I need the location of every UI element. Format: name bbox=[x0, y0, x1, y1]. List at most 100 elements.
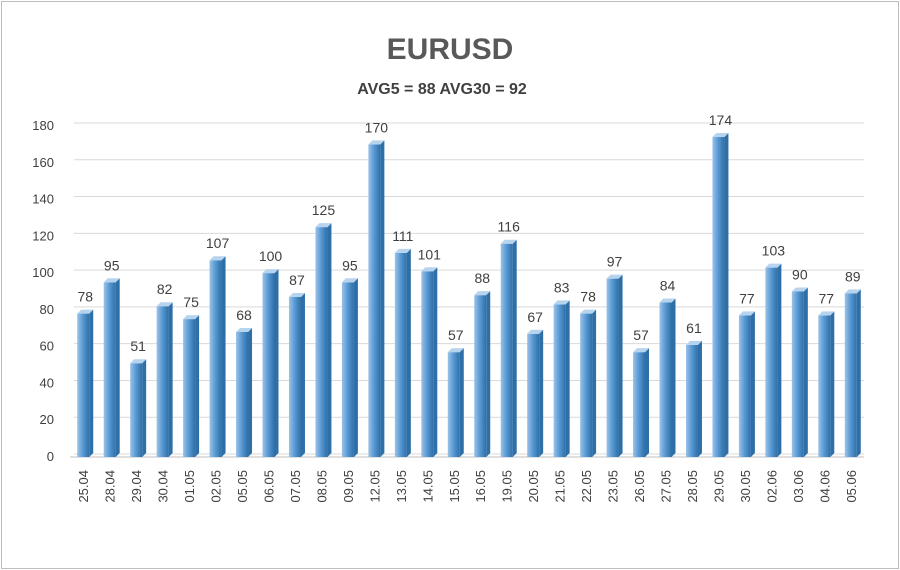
bar-top bbox=[527, 329, 544, 334]
bar-top bbox=[315, 223, 332, 228]
x-tick-label: 23.05 bbox=[606, 470, 621, 503]
x-tick-label: 07.05 bbox=[288, 470, 303, 503]
bar-side bbox=[645, 348, 650, 457]
bar-top bbox=[580, 309, 597, 314]
bars bbox=[77, 133, 861, 458]
y-tick-label: 100 bbox=[32, 265, 54, 280]
data-label: 125 bbox=[312, 202, 336, 218]
bar-side bbox=[830, 311, 835, 457]
bar-front bbox=[738, 315, 751, 457]
bar-top bbox=[500, 239, 517, 244]
bar-front bbox=[394, 252, 407, 457]
bar-front bbox=[315, 227, 328, 457]
data-label: 78 bbox=[580, 289, 596, 305]
bar-top bbox=[659, 298, 676, 303]
bar-top bbox=[685, 340, 702, 345]
x-tick-label: 30.04 bbox=[156, 470, 171, 503]
data-label: 95 bbox=[342, 257, 358, 273]
x-tick-label: 09.05 bbox=[341, 470, 356, 503]
bar-top bbox=[712, 133, 729, 138]
bar bbox=[77, 309, 94, 457]
bar bbox=[685, 340, 702, 457]
data-labels: 78 95 51 82 75 107 68 100 87 125 95 170 111 101 57 88 11… bbox=[77, 112, 860, 354]
x-tick-label: 06.05 bbox=[262, 470, 277, 503]
bar bbox=[765, 263, 782, 457]
bar-side bbox=[750, 311, 755, 457]
bar-top bbox=[844, 289, 861, 294]
x-tick-label: 30.05 bbox=[738, 470, 753, 503]
x-tick-label: 29.04 bbox=[129, 470, 144, 503]
bar-front bbox=[368, 144, 381, 457]
bar-front bbox=[236, 331, 249, 457]
bar-top bbox=[183, 315, 200, 320]
bar-side bbox=[353, 278, 358, 457]
bar-side bbox=[195, 315, 200, 457]
bar bbox=[156, 302, 173, 457]
bar-top bbox=[209, 256, 226, 261]
data-label: 77 bbox=[819, 290, 835, 306]
data-label: 87 bbox=[289, 272, 305, 288]
bar bbox=[130, 359, 147, 457]
bar-top bbox=[394, 248, 411, 253]
chart-title: EURUSD bbox=[387, 33, 514, 66]
y-axis-ticks: 0 20 40 60 80 100 120 140 160 180 bbox=[32, 118, 54, 464]
y-tick-label: 60 bbox=[40, 339, 54, 354]
bar-top bbox=[818, 311, 835, 316]
y-tick-label: 40 bbox=[40, 375, 54, 390]
bar-side bbox=[724, 133, 729, 458]
data-label: 84 bbox=[660, 278, 676, 294]
y-tick-label: 80 bbox=[40, 302, 54, 317]
data-label: 170 bbox=[365, 119, 389, 135]
bar-front bbox=[685, 344, 698, 457]
bar-side bbox=[671, 298, 676, 457]
bar bbox=[633, 348, 650, 457]
bar bbox=[500, 239, 517, 457]
data-label: 90 bbox=[792, 267, 808, 283]
bar bbox=[553, 300, 570, 457]
bar-side bbox=[248, 327, 253, 457]
x-axis-ticks: 25.04 28.04 29.04 30.04 01.05 02.05 05.05 06.05… bbox=[76, 470, 859, 503]
data-label: 68 bbox=[236, 307, 252, 323]
bar-top bbox=[447, 348, 464, 353]
x-tick-label: 05.06 bbox=[844, 470, 859, 503]
bar-top bbox=[633, 348, 650, 353]
bar bbox=[183, 315, 200, 457]
y-tick-label: 0 bbox=[47, 449, 54, 464]
data-label: 83 bbox=[554, 279, 570, 295]
bar-front bbox=[77, 313, 90, 457]
bar-top bbox=[262, 269, 279, 274]
bar-side bbox=[803, 287, 808, 457]
bar-front bbox=[209, 260, 222, 457]
chart-subtitle: AVG5 = 88 AVG30 = 92 bbox=[357, 81, 527, 98]
bar-front bbox=[791, 291, 804, 457]
x-tick-label: 01.05 bbox=[182, 470, 197, 503]
bar bbox=[288, 293, 305, 457]
x-tick-label: 02.05 bbox=[209, 470, 224, 503]
bar bbox=[606, 274, 623, 457]
y-tick-label: 120 bbox=[32, 228, 54, 243]
bar-front bbox=[130, 363, 143, 457]
bar-side bbox=[89, 309, 94, 457]
bar-front bbox=[103, 282, 116, 457]
x-tick-label: 27.05 bbox=[659, 470, 674, 503]
y-tick-label: 180 bbox=[32, 118, 54, 133]
bar-top bbox=[341, 278, 358, 283]
x-tick-label: 13.05 bbox=[394, 470, 409, 503]
bar bbox=[738, 311, 755, 457]
bar-top bbox=[421, 267, 438, 272]
bar bbox=[421, 267, 438, 457]
data-label: 51 bbox=[130, 338, 146, 354]
x-tick-label: 03.06 bbox=[791, 470, 806, 503]
bar-top bbox=[474, 291, 491, 296]
bar-front bbox=[818, 315, 831, 457]
bar bbox=[791, 287, 808, 457]
bar-front bbox=[156, 306, 169, 457]
bar bbox=[262, 269, 279, 457]
gridlines bbox=[70, 122, 864, 458]
bar bbox=[659, 298, 676, 457]
data-label: 101 bbox=[418, 246, 442, 262]
x-tick-label: 25.04 bbox=[76, 470, 91, 503]
x-tick-label: 04.06 bbox=[817, 470, 832, 503]
bar-top bbox=[236, 327, 253, 332]
